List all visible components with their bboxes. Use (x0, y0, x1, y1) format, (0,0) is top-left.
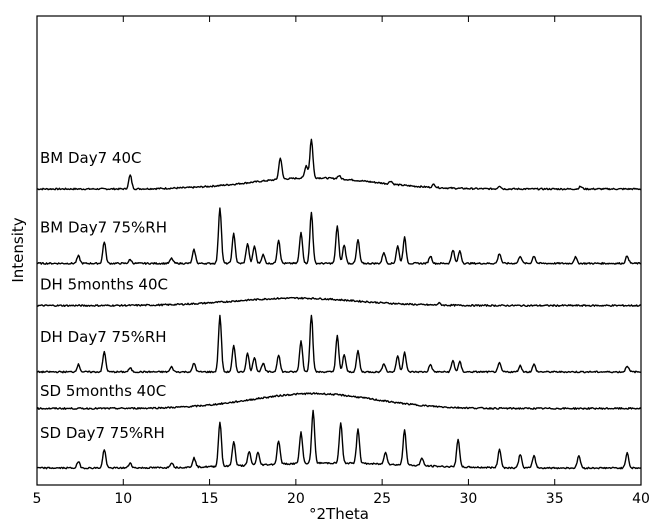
x-tick-label: 15 (201, 491, 219, 507)
series-labels: BM Day7 40C BM Day7 75%RH DH 5months 40C DH… (40, 149, 168, 442)
x-tick-label: 40 (632, 491, 650, 507)
x-axis-label: °2Theta (309, 505, 369, 523)
series-trace (36, 296, 642, 307)
series-label: DH 5months 40C (40, 275, 168, 293)
x-tick-label: 30 (460, 491, 478, 507)
series-label: BM Day7 40C (40, 149, 142, 167)
series-label: BM Day7 75%RH (40, 218, 167, 236)
x-tick-label: 5 (33, 491, 42, 507)
series-trace (36, 392, 642, 410)
series-label: SD Day7 75%RH (40, 424, 165, 442)
series-label: SD 5months 40C (40, 382, 166, 400)
series-trace (36, 138, 642, 191)
series-traces (36, 138, 642, 470)
series-trace (36, 409, 642, 470)
x-tick-label: 35 (546, 491, 564, 507)
series-label: DH Day7 75%RH (40, 328, 167, 346)
x-axis-ticks: 5 10 15 20 25 30 35 40 (33, 16, 650, 507)
series-trace (36, 207, 642, 265)
x-tick-label: 25 (373, 491, 391, 507)
plot-frame (36, 15, 642, 486)
x-tick-label: 20 (287, 491, 305, 507)
y-axis-label: Intensity (9, 217, 27, 282)
x-tick-label: 10 (114, 491, 132, 507)
series-trace (36, 314, 642, 374)
